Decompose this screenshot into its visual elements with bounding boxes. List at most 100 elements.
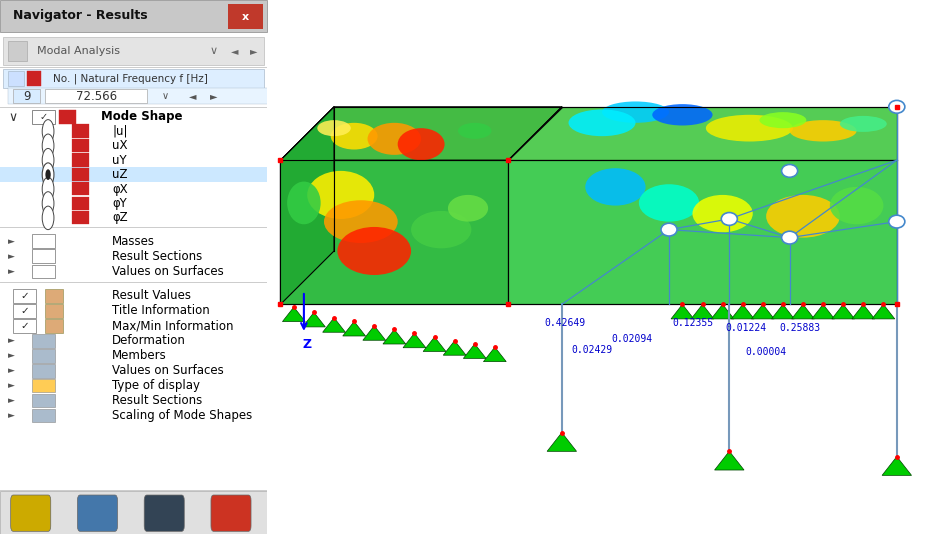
Ellipse shape xyxy=(317,120,350,136)
FancyBboxPatch shape xyxy=(72,139,89,152)
Circle shape xyxy=(42,120,54,143)
Polygon shape xyxy=(302,312,325,327)
Polygon shape xyxy=(791,304,813,319)
Polygon shape xyxy=(670,304,693,319)
Circle shape xyxy=(660,223,677,236)
Circle shape xyxy=(781,231,797,244)
Ellipse shape xyxy=(585,168,645,206)
Polygon shape xyxy=(282,307,305,321)
FancyBboxPatch shape xyxy=(13,319,36,333)
FancyBboxPatch shape xyxy=(45,304,63,318)
Polygon shape xyxy=(871,304,894,319)
FancyBboxPatch shape xyxy=(45,319,63,333)
FancyBboxPatch shape xyxy=(45,289,63,303)
FancyBboxPatch shape xyxy=(8,71,24,86)
Polygon shape xyxy=(322,318,345,332)
Polygon shape xyxy=(343,321,365,336)
FancyBboxPatch shape xyxy=(32,364,54,378)
Text: ►: ► xyxy=(250,46,257,56)
Polygon shape xyxy=(402,333,425,348)
Ellipse shape xyxy=(638,184,698,222)
Text: ✓: ✓ xyxy=(21,291,29,301)
Ellipse shape xyxy=(307,171,373,219)
FancyBboxPatch shape xyxy=(78,495,117,531)
Polygon shape xyxy=(851,304,874,319)
Text: ►: ► xyxy=(8,268,15,276)
FancyBboxPatch shape xyxy=(32,234,54,248)
Text: ∨: ∨ xyxy=(8,111,17,124)
FancyBboxPatch shape xyxy=(45,89,147,103)
FancyBboxPatch shape xyxy=(26,71,41,86)
Text: ►: ► xyxy=(8,396,15,405)
FancyBboxPatch shape xyxy=(8,88,270,104)
Text: Result Sections: Result Sections xyxy=(112,250,202,263)
Text: Values on Surfaces: Values on Surfaces xyxy=(112,364,224,377)
Text: Members: Members xyxy=(112,349,167,362)
Circle shape xyxy=(42,177,54,201)
FancyBboxPatch shape xyxy=(0,0,267,32)
Text: 0.02429: 0.02429 xyxy=(571,345,612,355)
Polygon shape xyxy=(770,304,794,319)
Text: 0.02094: 0.02094 xyxy=(611,334,652,344)
Text: ✓: ✓ xyxy=(21,306,29,316)
FancyBboxPatch shape xyxy=(72,197,89,210)
Text: ◄: ◄ xyxy=(231,46,239,56)
Polygon shape xyxy=(280,107,562,160)
Ellipse shape xyxy=(447,195,488,222)
FancyBboxPatch shape xyxy=(0,491,267,534)
Polygon shape xyxy=(280,160,507,304)
FancyBboxPatch shape xyxy=(13,289,36,303)
FancyBboxPatch shape xyxy=(32,110,54,124)
Ellipse shape xyxy=(568,109,635,136)
Text: 0.01224: 0.01224 xyxy=(724,324,766,333)
Text: φZ: φZ xyxy=(112,211,127,224)
FancyBboxPatch shape xyxy=(10,495,51,531)
Ellipse shape xyxy=(286,182,320,224)
Ellipse shape xyxy=(759,112,806,128)
Text: x: x xyxy=(241,12,249,21)
Polygon shape xyxy=(507,160,896,304)
FancyBboxPatch shape xyxy=(0,167,267,182)
Text: uZ: uZ xyxy=(112,168,127,181)
Polygon shape xyxy=(730,304,753,319)
Text: 9: 9 xyxy=(22,90,31,103)
Ellipse shape xyxy=(766,195,839,238)
Ellipse shape xyxy=(602,101,668,123)
Text: Scaling of Mode Shapes: Scaling of Mode Shapes xyxy=(112,409,252,422)
Ellipse shape xyxy=(839,116,885,132)
Text: φY: φY xyxy=(112,197,126,210)
Text: Mode Shape: Mode Shape xyxy=(101,111,183,123)
Text: Result Values: Result Values xyxy=(112,289,191,302)
FancyBboxPatch shape xyxy=(32,249,54,263)
Circle shape xyxy=(42,163,54,186)
Text: Title Information: Title Information xyxy=(112,304,210,317)
Text: ►: ► xyxy=(210,91,217,101)
Circle shape xyxy=(42,134,54,158)
Text: Max/Min Information: Max/Min Information xyxy=(112,319,233,332)
Text: Result Sections: Result Sections xyxy=(112,394,202,407)
Ellipse shape xyxy=(411,211,471,248)
Polygon shape xyxy=(280,107,333,304)
FancyBboxPatch shape xyxy=(32,379,54,392)
Text: Type of display: Type of display xyxy=(112,379,200,392)
Text: ∨: ∨ xyxy=(162,91,169,101)
Text: 0.42649: 0.42649 xyxy=(544,318,585,328)
FancyBboxPatch shape xyxy=(72,153,89,167)
Polygon shape xyxy=(483,347,505,362)
Text: ►: ► xyxy=(8,366,15,375)
Polygon shape xyxy=(462,344,486,358)
Text: ►: ► xyxy=(8,336,15,345)
Polygon shape xyxy=(691,304,713,319)
Ellipse shape xyxy=(692,195,752,232)
Polygon shape xyxy=(547,433,576,451)
Polygon shape xyxy=(751,304,773,319)
Circle shape xyxy=(42,206,54,230)
Ellipse shape xyxy=(367,123,420,155)
Text: ►: ► xyxy=(8,252,15,261)
Text: uY: uY xyxy=(112,154,126,167)
Text: 0.12355: 0.12355 xyxy=(671,318,712,328)
FancyBboxPatch shape xyxy=(32,349,54,363)
FancyBboxPatch shape xyxy=(72,211,89,224)
Text: ►: ► xyxy=(8,411,15,420)
FancyBboxPatch shape xyxy=(32,265,54,278)
